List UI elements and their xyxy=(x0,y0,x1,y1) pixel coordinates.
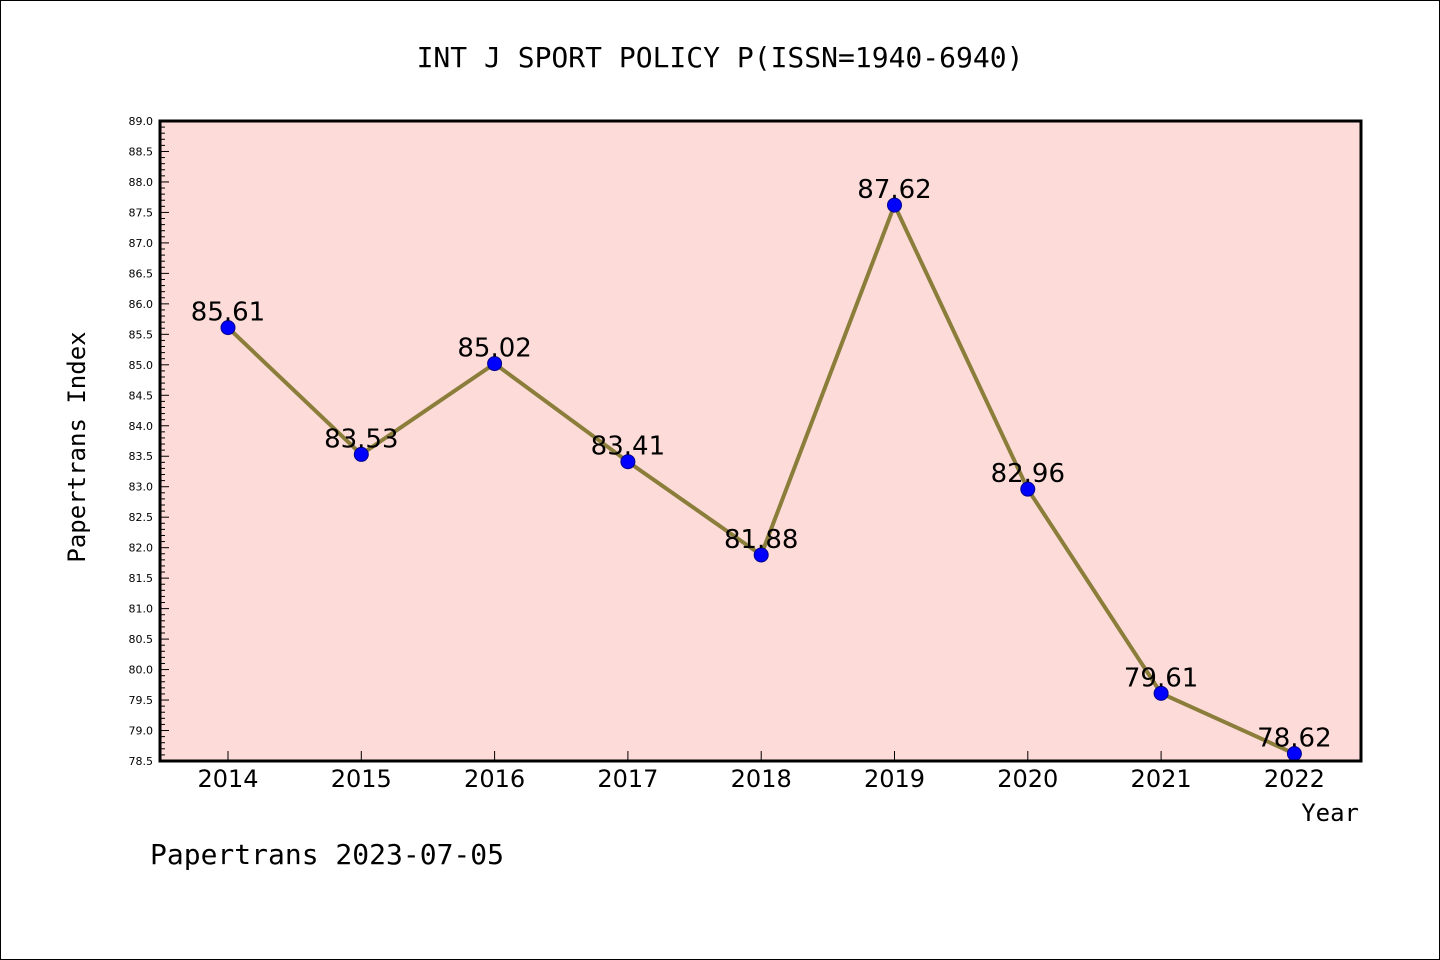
x-tick-label: 2017 xyxy=(597,765,658,793)
y-tick-label: 88.0 xyxy=(129,176,154,189)
y-tick-label: 83.0 xyxy=(129,481,154,494)
data-point xyxy=(753,547,769,563)
data-label: 82.96 xyxy=(991,459,1065,489)
y-tick-label: 89.0 xyxy=(129,115,154,128)
y-tick-label: 81.0 xyxy=(129,603,154,616)
y-axis-label: Papertrans Index xyxy=(63,331,91,562)
plot-area xyxy=(160,121,1361,761)
x-tick-label: 2015 xyxy=(331,765,392,793)
data-point xyxy=(887,197,902,213)
data-point xyxy=(220,320,236,336)
data-point xyxy=(487,356,503,372)
x-tick-label: 2018 xyxy=(731,765,792,793)
footer-text: Papertrans 2023-07-05 xyxy=(150,838,504,871)
chart-title: INT J SPORT POLICY P(ISSN=1940-6940) xyxy=(417,41,1024,74)
data-label: 83.41 xyxy=(591,432,665,462)
x-tick-label: 2021 xyxy=(1131,765,1192,793)
x-tick-label: 2019 xyxy=(864,765,925,793)
data-point xyxy=(1020,481,1036,497)
data-label: 78.62 xyxy=(1257,724,1331,754)
data-point xyxy=(620,454,636,470)
y-tick-label: 85.0 xyxy=(129,359,154,372)
y-tick-label: 83.5 xyxy=(129,450,154,463)
y-tick-label: 85.5 xyxy=(129,328,154,341)
x-axis-label: Year xyxy=(1301,799,1359,827)
plot-frame xyxy=(158,119,1363,763)
y-tick-label: 79.0 xyxy=(129,725,154,738)
y-tick-label: 84.0 xyxy=(129,420,154,433)
data-labels: 85.61 83.53 85.02 83.41 81.88 87.62 82.96 79.61… xyxy=(191,175,1332,754)
data-point xyxy=(353,446,369,462)
series-markers xyxy=(220,197,1302,762)
data-label: 85.02 xyxy=(457,334,531,364)
data-label: 83.53 xyxy=(324,424,398,454)
y-tick-label: 80.0 xyxy=(129,664,154,677)
x-tick-label: 2020 xyxy=(997,765,1058,793)
data-label: 81.88 xyxy=(724,525,798,555)
y-tick-label: 87.0 xyxy=(129,237,154,250)
x-tick-label: 2014 xyxy=(197,765,258,793)
y-tick-label: 78.5 xyxy=(129,755,154,768)
data-label: 79.61 xyxy=(1124,663,1198,693)
x-tick-label: 2022 xyxy=(1264,765,1325,793)
y-tick-label: 86.5 xyxy=(129,267,154,280)
y-tick-label: 86.0 xyxy=(129,298,154,311)
data-label: 87.62 xyxy=(857,175,931,205)
y-tick-label: 82.5 xyxy=(129,511,154,524)
data-point xyxy=(1153,685,1169,701)
x-tick-label: 2016 xyxy=(464,765,525,793)
y-tick-label: 80.5 xyxy=(129,633,154,646)
y-tick-label: 84.5 xyxy=(129,389,154,402)
data-label: 85.61 xyxy=(191,298,265,328)
y-tick-label: 81.5 xyxy=(129,572,154,585)
y-tick-label: 87.5 xyxy=(129,206,154,219)
y-tick-label: 82.0 xyxy=(129,542,154,555)
y-tick-label: 79.5 xyxy=(129,694,154,707)
y-tick-label: 88.5 xyxy=(129,145,154,158)
